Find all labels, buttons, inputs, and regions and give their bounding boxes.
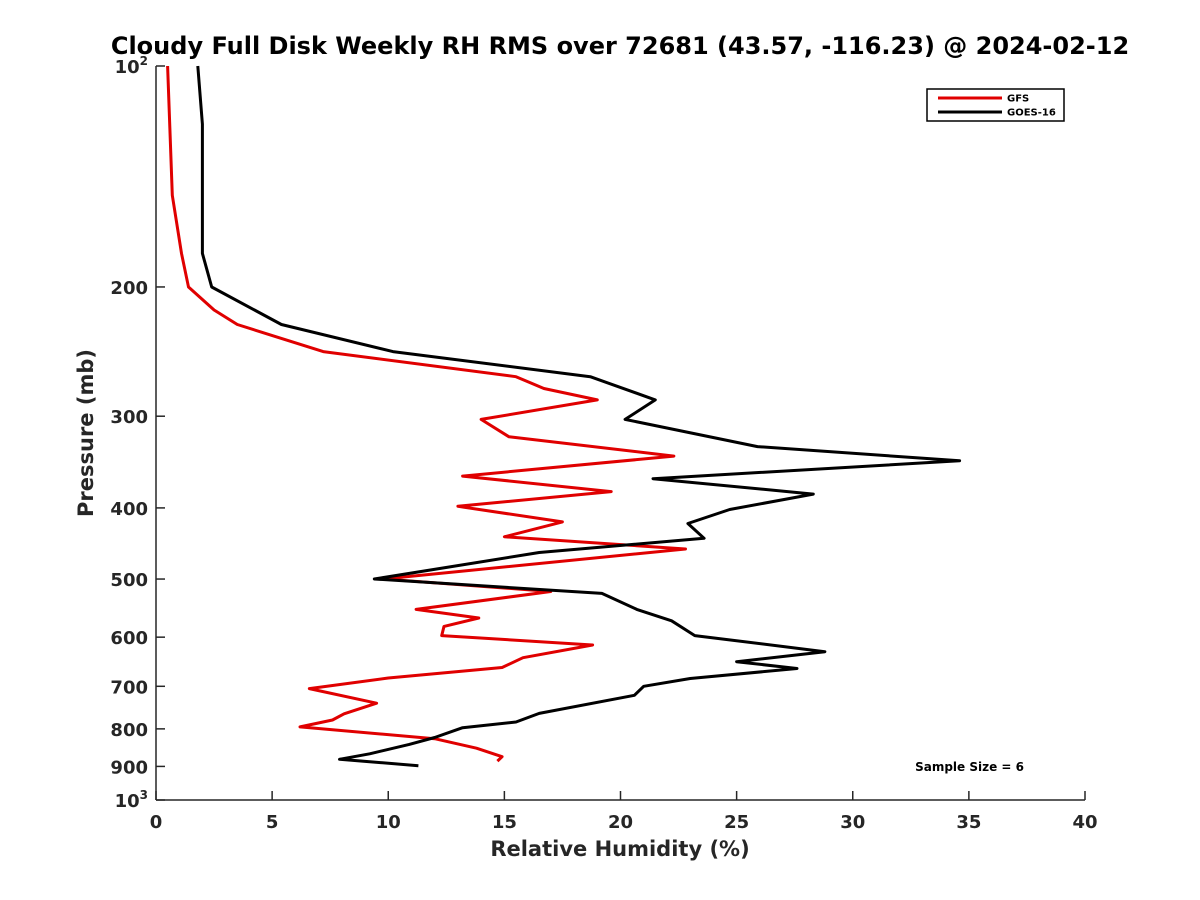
- axes-box: [155, 66, 1085, 801]
- y-tick-label: 700: [110, 677, 148, 698]
- y-tick-label: 500: [110, 570, 148, 591]
- y-tick-label: 800: [110, 720, 148, 741]
- x-tick-label: 20: [608, 812, 633, 833]
- y-tick-label: 900: [110, 757, 148, 778]
- y-tick-label: 300: [110, 407, 148, 428]
- legend-label: GOES-16: [1007, 108, 1056, 119]
- y-ticks: 102 200 300 400 500 600 700 800 900 103: [110, 54, 165, 812]
- x-tick-label: 0: [150, 812, 163, 833]
- y-tick-label: 600: [110, 628, 148, 649]
- x-axis-label: Relative Humidity (%): [490, 837, 749, 861]
- x-tick-label: 35: [956, 812, 981, 833]
- y-tick-label: 102: [115, 54, 148, 78]
- x-tick-label: 10: [376, 812, 401, 833]
- x-tick-label: 40: [1072, 812, 1097, 833]
- x-ticks: 0 5 10 15 20 25 30 35 40: [150, 791, 1098, 833]
- x-tick-label: 15: [492, 812, 517, 833]
- series-layer: [166, 65, 962, 768]
- series-line-goes-16: [196, 65, 962, 768]
- y-tick-label: 103: [115, 788, 148, 812]
- legend: GFS GOES-16: [926, 88, 1065, 122]
- series-line-gfs: [166, 65, 687, 763]
- x-tick-label: 30: [840, 812, 865, 833]
- x-tick-label: 5: [266, 812, 279, 833]
- y-tick-label: 200: [110, 278, 148, 299]
- sample-size-annotation: Sample Size = 6: [915, 760, 1024, 774]
- y-axis-label: Pressure (mb): [74, 349, 98, 517]
- legend-label: GFS: [1007, 94, 1029, 105]
- x-tick-label: 25: [724, 812, 749, 833]
- y-tick-label: 400: [110, 499, 148, 520]
- chart-title: Cloudy Full Disk Weekly RH RMS over 7268…: [111, 32, 1129, 60]
- legend-box: [926, 88, 1065, 122]
